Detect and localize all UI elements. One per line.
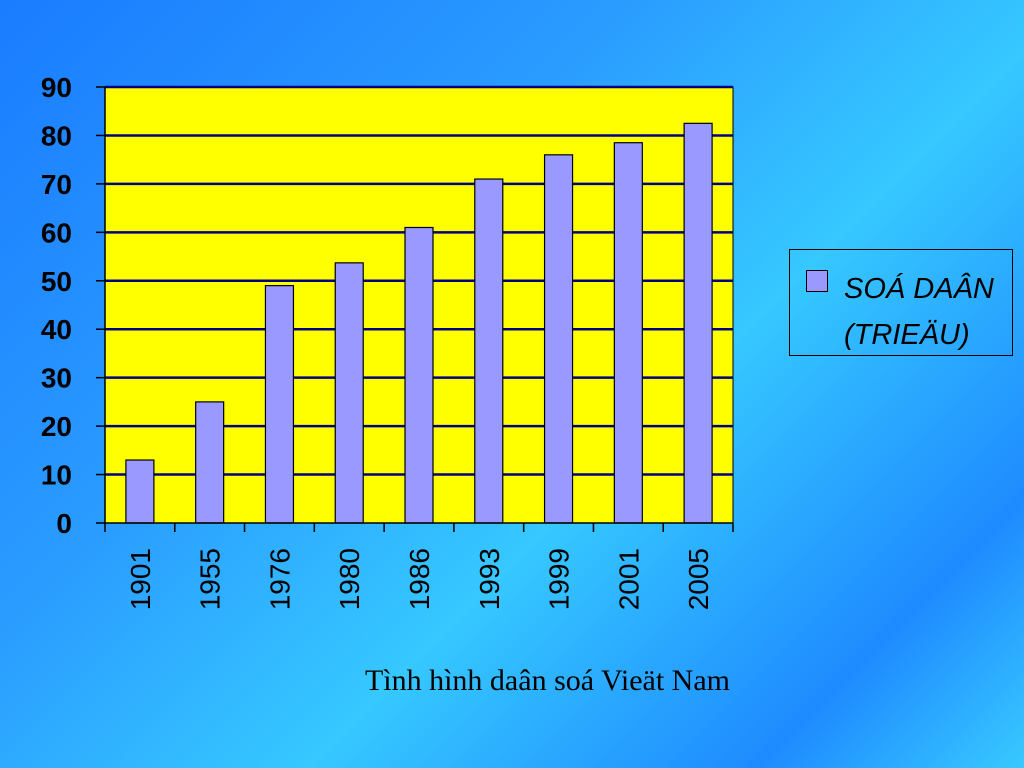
- x-tick-label: 1976: [264, 548, 295, 610]
- x-tick-label: 1901: [125, 548, 156, 610]
- legend: SOÁ DAÂN (TRIEÄU): [789, 249, 1013, 356]
- y-tick-labels: 0 10 20 30 40 50 60 70 80 90: [41, 72, 72, 539]
- bar: [474, 178, 504, 524]
- y-tick-label: 30: [41, 363, 72, 394]
- y-tick-label: 80: [41, 120, 72, 151]
- x-tick-label: 2001: [613, 548, 644, 610]
- bar: [334, 262, 364, 524]
- x-tick-label: 1980: [334, 548, 365, 610]
- y-tick-label: 40: [41, 314, 72, 345]
- x-tick-label: 1955: [195, 548, 226, 610]
- y-tick-label: 10: [41, 460, 72, 491]
- x-tick-label: 2005: [683, 548, 714, 610]
- caption-text: Tình hình daân soá Vieät Nam: [364, 664, 730, 697]
- y-tick-label: 0: [56, 508, 72, 539]
- bar: [543, 154, 574, 524]
- x-tick-label: 1999: [544, 548, 575, 610]
- legend-swatch: [806, 270, 828, 292]
- x-tick-label: 1986: [404, 548, 435, 610]
- y-tick-label: 20: [41, 411, 72, 442]
- y-tick-label: 70: [41, 169, 72, 200]
- bar: [264, 285, 295, 524]
- bar: [125, 459, 155, 524]
- bar: [195, 401, 225, 524]
- bars: [125, 122, 713, 524]
- bar: [404, 226, 434, 524]
- bar: [613, 142, 643, 524]
- legend-label: SOÁ DAÂN (TRIEÄU): [844, 273, 994, 351]
- y-tick-label: 90: [41, 72, 72, 103]
- bar: [683, 122, 713, 524]
- y-tick-label: 60: [41, 217, 72, 248]
- x-tick-label: 1993: [474, 548, 505, 610]
- y-tick-label: 50: [41, 266, 72, 297]
- axes: [96, 86, 734, 532]
- x-tick-labels: 1901 1955 1976 1980 1986 1993 1999 2001 2005: [125, 548, 714, 610]
- chart-caption: Tình hình daân soá Vieät Nam: [0, 664, 1000, 698]
